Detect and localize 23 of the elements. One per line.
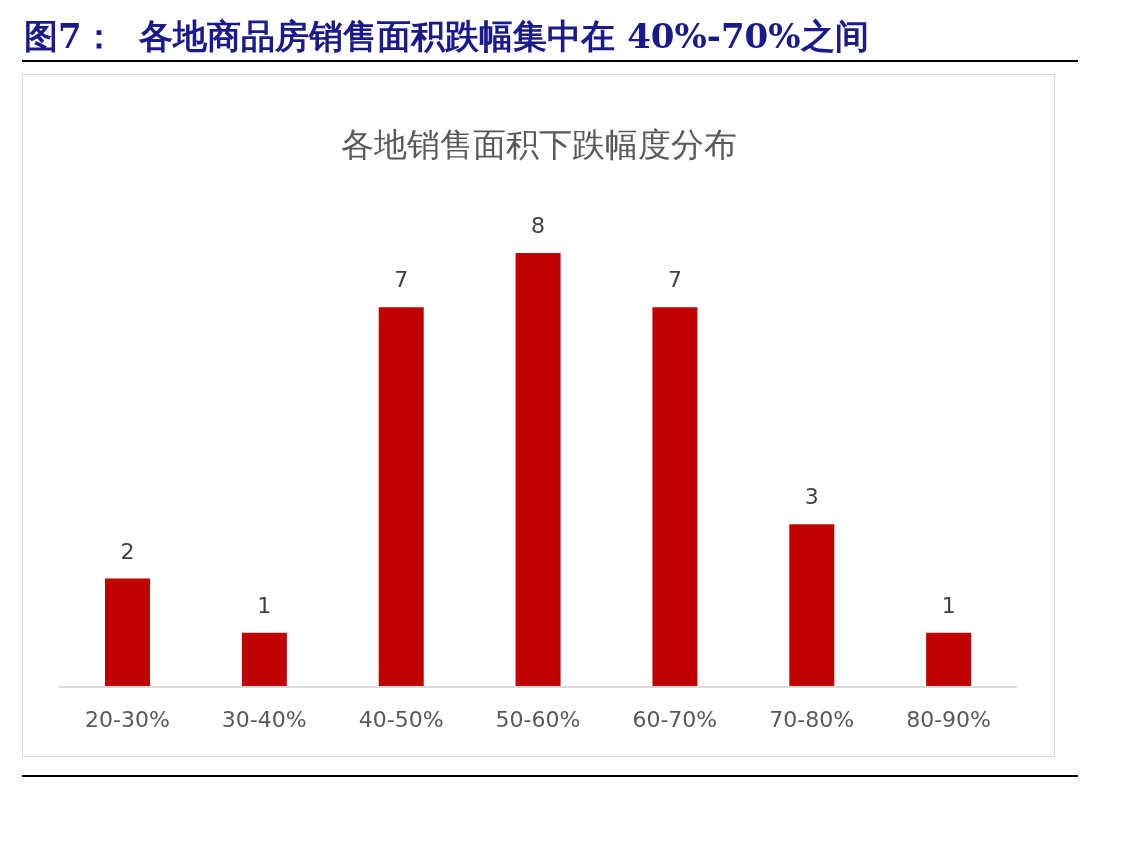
bar — [926, 632, 972, 687]
x-tick-label: 70-80% — [769, 706, 855, 732]
bar — [652, 307, 698, 687]
bar — [515, 253, 561, 687]
x-tick-label: 50-60% — [495, 706, 581, 732]
data-label: 7 — [667, 267, 682, 293]
bar — [241, 632, 287, 687]
chart-title: 图7： 各地商品房销售面积跌幅集中在 40%-70%之间 — [24, 15, 869, 58]
x-tick-label: 40-50% — [358, 706, 444, 732]
x-tick-label: 30-40% — [221, 706, 307, 732]
x-tick-label: 60-70% — [632, 706, 718, 732]
chart-subtitle: 各地销售面积下跌幅度分布 — [339, 124, 738, 166]
data-label: 2 — [120, 538, 135, 564]
x-tick-label: 20-30% — [85, 706, 170, 732]
data-label: 1 — [257, 592, 272, 618]
bar — [378, 307, 424, 687]
bar — [789, 524, 835, 687]
data-label: 1 — [941, 592, 956, 618]
x-tick-label: 80-90% — [906, 706, 991, 732]
data-label: 3 — [804, 484, 819, 510]
bar — [105, 578, 150, 687]
data-label: 7 — [394, 267, 409, 293]
data-label: 8 — [531, 213, 546, 238]
